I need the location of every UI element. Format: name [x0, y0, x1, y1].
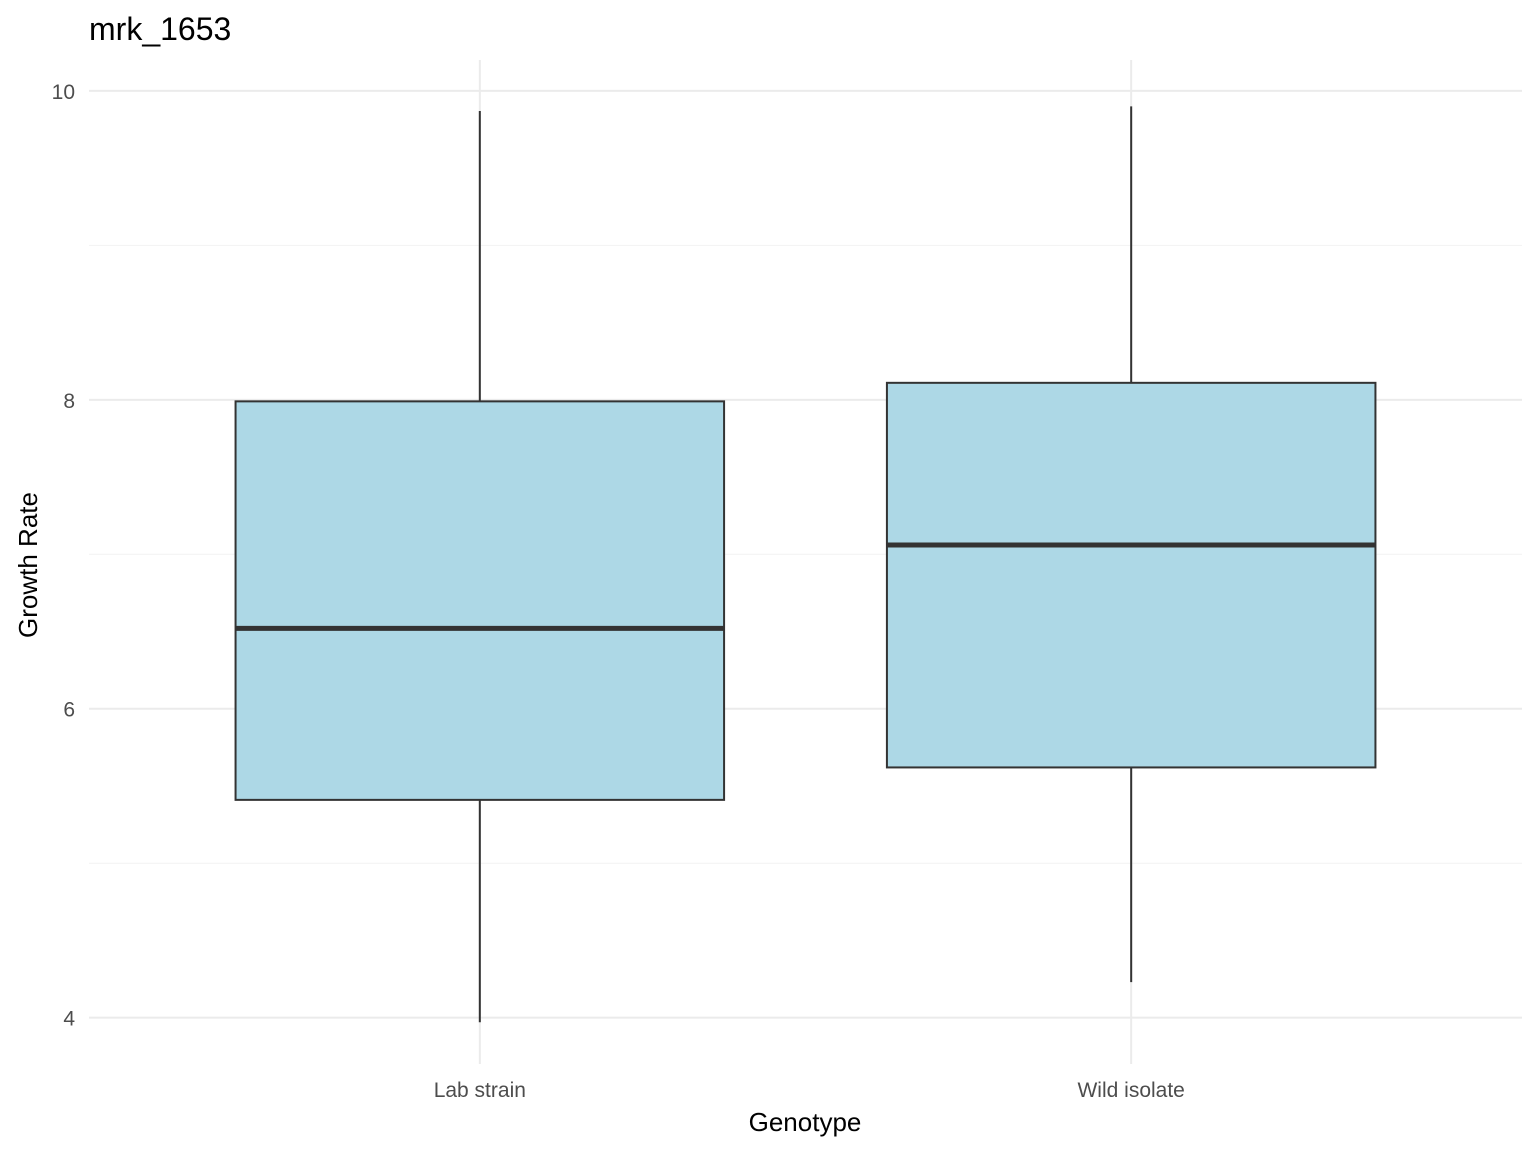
y-tick-label: 6: [63, 699, 75, 722]
y-axis-title: Growth Rate: [13, 492, 43, 638]
chart-title: mrk_1653: [89, 11, 231, 47]
y-tick-label: 8: [63, 390, 75, 413]
box-iqr: [885, 381, 1377, 769]
x-axis-title: Genotype: [749, 1107, 862, 1137]
y-tick-label: 4: [63, 1008, 75, 1031]
y-tick-labels: 4 6 8 10: [52, 81, 76, 1031]
x-tick-labels: Lab strain Wild isolate: [434, 1079, 1185, 1102]
box-iqr: [234, 400, 726, 801]
marks-layer: [234, 106, 1377, 1023]
x-tick-label: Lab strain: [434, 1079, 526, 1102]
y-tick-label: 10: [52, 81, 75, 104]
x-tick-label: Wild isolate: [1077, 1079, 1184, 1102]
